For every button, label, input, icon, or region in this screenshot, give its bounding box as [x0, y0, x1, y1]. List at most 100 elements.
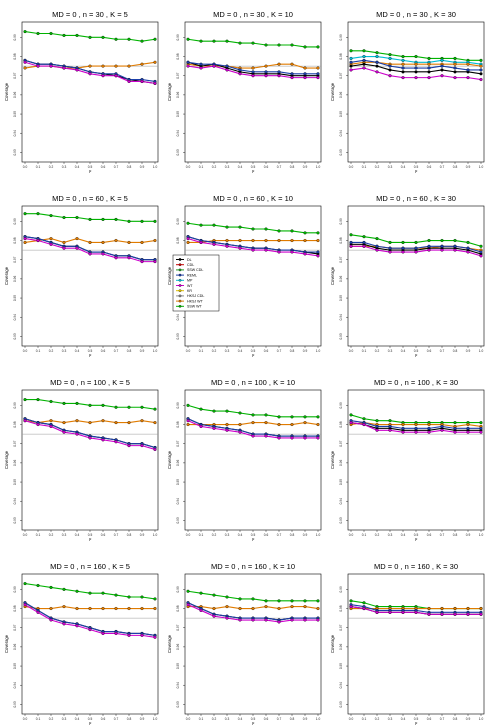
- data-point: [238, 72, 242, 76]
- data-point: [401, 70, 405, 74]
- data-point: [101, 419, 105, 423]
- data-point: [427, 612, 431, 616]
- data-point: [75, 606, 79, 611]
- data-point: [479, 606, 483, 611]
- data-point: [153, 81, 157, 85]
- data-point: [186, 403, 190, 407]
- x-tick-label: 0.7: [114, 165, 119, 169]
- data-point: [479, 612, 483, 616]
- data-point: [49, 419, 53, 423]
- x-axis-label: I²: [252, 169, 255, 174]
- data-point: [388, 246, 392, 250]
- data-point: [440, 68, 444, 72]
- data-point: [440, 58, 444, 62]
- x-tick-label: 0.4: [75, 717, 80, 721]
- data-point: [479, 64, 483, 68]
- legend-label: REML: [187, 273, 197, 277]
- data-point: [362, 601, 366, 605]
- x-tick-label: 1.0: [316, 717, 321, 721]
- legend-label: WT: [187, 284, 193, 288]
- data-point: [316, 238, 320, 243]
- data-point: [453, 606, 457, 611]
- data-point: [88, 421, 92, 425]
- x-tick-label: 0.1: [199, 165, 204, 169]
- data-point: [62, 622, 66, 626]
- y-tick-label: 0.94: [13, 498, 17, 504]
- data-point: [75, 215, 79, 220]
- plot-frame: [347, 205, 485, 347]
- x-tick-label: 0.7: [277, 533, 282, 537]
- x-tick-label: 0.0: [349, 349, 354, 353]
- data-point: [277, 599, 281, 603]
- y-tick-label: 0.97: [339, 440, 343, 446]
- data-point: [251, 238, 255, 243]
- x-axis-label: I²: [89, 169, 92, 174]
- data-point: [479, 58, 483, 62]
- data-point: [362, 244, 366, 248]
- x-tick-label: 0.8: [127, 533, 132, 537]
- x-tick-label: 0.3: [225, 165, 230, 169]
- data-point: [466, 612, 470, 616]
- data-point: [414, 426, 418, 430]
- x-tick-label: 0.4: [75, 349, 80, 353]
- panel-title: MD = 0 , n = 60 , K = 5: [52, 194, 128, 203]
- data-point: [238, 422, 242, 427]
- x-tick-label: 0.1: [199, 533, 204, 537]
- x-tick-label: 0.5: [414, 165, 419, 169]
- x-axis-label: I²: [415, 537, 418, 542]
- data-point: [101, 35, 105, 39]
- data-point: [349, 49, 353, 53]
- y-tick-label: 0.95: [13, 295, 17, 301]
- plot-frame: [347, 21, 485, 163]
- x-tick-label: 1.0: [316, 165, 321, 169]
- y-tick-label: 0.93: [176, 333, 180, 339]
- data-point: [140, 595, 144, 599]
- x-tick-label: 0.0: [23, 533, 28, 537]
- legend-label: KR: [187, 289, 192, 293]
- x-tick-label: 0.9: [466, 349, 471, 353]
- data-point: [349, 421, 353, 425]
- y-tick-label: 0.99: [176, 34, 180, 40]
- data-point: [479, 421, 483, 425]
- data-point: [75, 33, 79, 37]
- data-point: [316, 72, 320, 76]
- data-point: [140, 39, 144, 43]
- legend-label: DL: [187, 258, 192, 262]
- data-point: [225, 39, 229, 43]
- data-point: [101, 217, 105, 221]
- data-point: [316, 250, 320, 254]
- x-tick-label: 0.4: [238, 533, 243, 537]
- y-axis-label: Coverage: [4, 634, 9, 653]
- x-tick-label: 0.4: [238, 349, 243, 353]
- data-point: [388, 424, 392, 428]
- data-point: [466, 430, 470, 434]
- x-tick-label: 0.4: [401, 717, 406, 721]
- data-point: [401, 66, 405, 70]
- x-tick-label: 1.0: [479, 533, 484, 537]
- data-point: [88, 628, 92, 632]
- panel-title: MD = 0 , n = 30 , K = 5: [52, 10, 128, 19]
- data-point: [153, 219, 157, 223]
- data-point: [303, 436, 307, 440]
- data-point: [303, 76, 307, 80]
- data-point: [101, 252, 105, 256]
- x-tick-label: 0.5: [88, 165, 93, 169]
- data-point: [140, 606, 144, 611]
- x-tick-label: 0.6: [264, 533, 269, 537]
- y-axis-label: Coverage: [330, 634, 335, 653]
- x-tick-label: 0.2: [212, 533, 217, 537]
- data-point: [36, 31, 40, 36]
- data-point: [349, 56, 353, 60]
- x-tick-label: 0.2: [49, 533, 54, 537]
- data-point: [440, 238, 444, 243]
- y-tick-label: 0.95: [339, 111, 343, 117]
- data-point: [414, 250, 418, 254]
- y-tick-label: 0.99: [176, 586, 180, 592]
- data-point: [362, 54, 366, 59]
- x-tick-label: 0.1: [36, 349, 41, 353]
- data-point: [316, 422, 320, 427]
- x-axis-label: I²: [415, 353, 418, 358]
- x-tick-label: 0.3: [62, 717, 67, 721]
- data-point: [349, 233, 353, 237]
- data-point: [479, 68, 483, 72]
